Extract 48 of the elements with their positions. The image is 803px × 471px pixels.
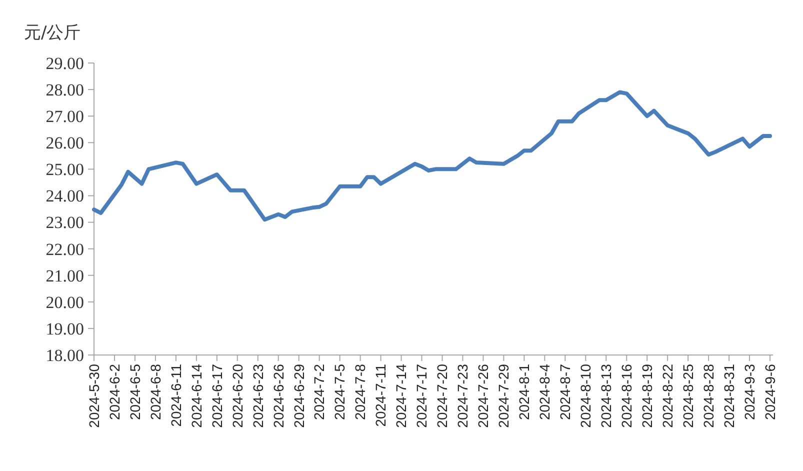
x-tick-label: 2024-7-5 [332,364,348,420]
x-tick-label: 2024-7-11 [372,364,389,427]
x-tick-label: 2024-8-1 [516,364,532,420]
y-tick-label: 23.00 [46,213,84,232]
x-tick-label: 2024-6-29 [290,364,307,428]
x-tick-label: 2024-6-14 [188,364,204,428]
line-series [92,90,772,222]
y-tick-label: 24.00 [46,186,84,206]
x-tick-label: 2024-7-29 [496,364,512,428]
x-tick-label: 2024-6-26 [270,364,286,428]
x-tick-label: 2024-6-11 [168,364,184,427]
x-tick-label: 2024-9-6 [762,364,778,420]
x-tick-label: 2024-6-8 [147,364,164,420]
y-tick-label: 19.00 [46,319,84,338]
y-tick-label: 21.00 [46,266,84,286]
x-tick-label: 2024-6-23 [250,364,266,428]
y-tick-label: 29.00 [46,54,84,73]
y-tick-label: 28.00 [46,80,84,100]
x-tick-label: 2024-8-16 [618,364,635,428]
x-tick-label: 2024-8-10 [578,364,594,428]
x-tick-label: 2024-7-14 [393,364,410,428]
x-tick-label: 2024-9-3 [741,364,758,420]
x-tick-label: 2024-7-26 [475,364,492,428]
y-tick-label: 20.00 [46,292,84,312]
x-tick-label: 2024-8-28 [700,364,716,428]
x-tick-label: 2024-7-23 [454,364,471,428]
x-tick-label: 2024-6-20 [229,364,246,428]
x-tick-label: 2024-8-22 [659,364,676,428]
x-tick-label: 2024-8-7 [557,364,574,420]
x-tick-label: 2024-7-2 [311,364,328,420]
x-tick-label: 2024-7-20 [434,364,450,428]
x-tick-label: 2024-8-19 [638,364,655,428]
x-tick-label: 2024-7-8 [352,364,368,420]
x-tick-label: 2024-8-13 [598,364,614,428]
x-tick-label: 2024-8-4 [536,364,553,420]
y-tick-label: 26.00 [46,134,84,153]
y-tick-label: 25.00 [46,160,84,180]
x-tick-label: 2024-8-31 [720,364,737,428]
x-tick-label: 2024-5-30 [86,364,102,428]
y-axis-title: 元/公斤 [24,23,81,43]
x-tick-label: 2024-6-5 [126,364,143,420]
y-tick-label: 27.00 [46,107,84,126]
y-tick-label: 18.00 [46,346,84,365]
x-tick-label: 2024-6-17 [208,364,225,428]
x-tick-label: 2024-7-17 [414,364,430,428]
y-tick-label: 22.00 [46,240,84,259]
x-tick-label: 2024-6-2 [106,364,122,420]
x-tick-label: 2024-8-25 [680,364,696,428]
